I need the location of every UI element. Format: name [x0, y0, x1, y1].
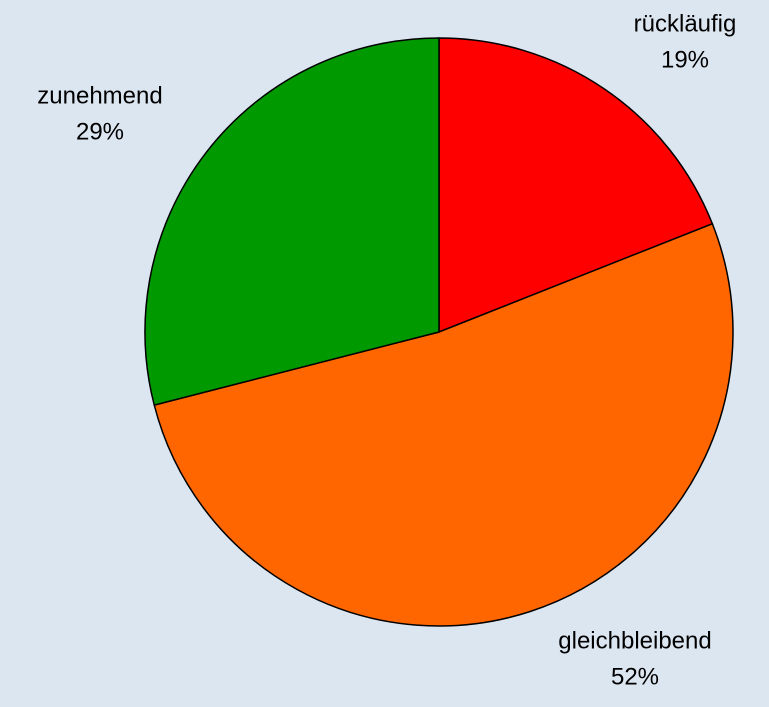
pie-slice [144, 37, 440, 407]
slice-value-label: 52% [611, 663, 659, 690]
slice-label: rückläufig [634, 10, 737, 37]
slice-label: zunehmend [37, 82, 162, 109]
slice-value-label: 19% [661, 46, 709, 73]
slice-label: gleichbleibend [558, 627, 711, 654]
pie-slice [153, 222, 734, 627]
pie-slice [438, 37, 714, 334]
slice-value-label: 29% [76, 118, 124, 145]
